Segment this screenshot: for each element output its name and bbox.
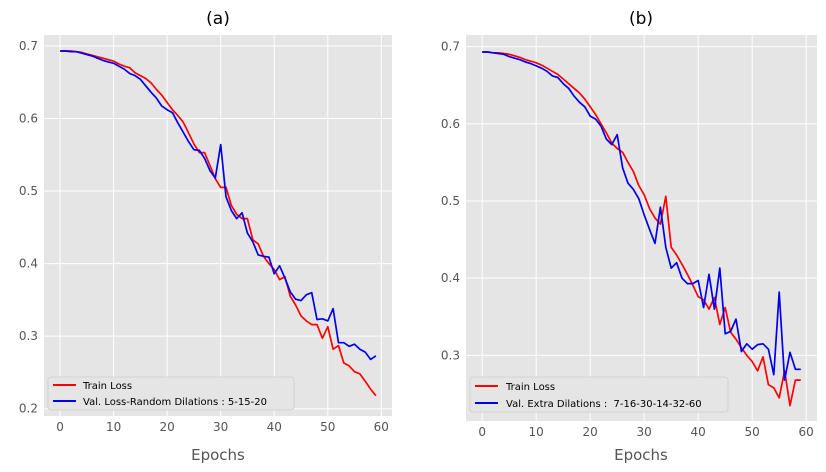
legend-box bbox=[47, 376, 295, 411]
y-tick-label: 0.7 bbox=[441, 40, 460, 54]
legend: Train Loss Val. Extra Dilations : 7-16-3… bbox=[469, 376, 729, 413]
x-tick-label: 60 bbox=[374, 420, 389, 434]
grid bbox=[466, 35, 817, 421]
y-tick-label: 0.7 bbox=[19, 39, 38, 53]
x-tick-label: 40 bbox=[267, 420, 282, 434]
val-loss-line bbox=[60, 50, 377, 361]
plot-area bbox=[44, 35, 392, 416]
x-tick-label: 30 bbox=[637, 425, 652, 439]
y-tick-label: 0.5 bbox=[441, 194, 460, 208]
tick-labels: 0 10 20 30 40 50 60 0.2 0.3 0.4 0.5 0.6 0.7 bbox=[19, 39, 389, 434]
y-tick-label: 0.3 bbox=[19, 329, 38, 343]
x-tick-label: 0 bbox=[478, 425, 486, 439]
x-tick-label: 10 bbox=[106, 420, 121, 434]
chart-panel-b: 0 10 20 30 40 50 600.30.40.50.60.7 (b) Epochs … bbox=[441, 9, 817, 464]
x-tick-label: 20 bbox=[159, 420, 174, 434]
x-tick-label: 10 bbox=[529, 425, 544, 439]
x-tick-label: 50 bbox=[320, 420, 335, 434]
legend-train-label: Train Loss bbox=[82, 381, 132, 392]
chart-title: (b) bbox=[629, 9, 653, 29]
y-tick-label: 0.2 bbox=[19, 402, 38, 416]
legend-box bbox=[469, 376, 729, 413]
x-tick-label: 30 bbox=[213, 420, 228, 434]
y-tick-label: 0.6 bbox=[441, 117, 460, 131]
x-tick-label: 40 bbox=[691, 425, 706, 439]
y-tick-label: 0.4 bbox=[19, 257, 38, 271]
legend-val-label: Val. Loss-Random Dilations : 5-15-20 bbox=[83, 397, 267, 408]
plot-area bbox=[466, 35, 817, 421]
grid bbox=[44, 35, 392, 416]
val-loss-line bbox=[482, 51, 801, 381]
y-tick-label: 0.3 bbox=[441, 348, 460, 362]
train-loss-line bbox=[60, 50, 377, 397]
legend-train-label: Train Loss bbox=[505, 382, 555, 393]
legend: Train Loss Val. Loss-Random Dilations : … bbox=[47, 376, 295, 411]
train-loss-line bbox=[482, 51, 801, 407]
x-tick-label: 0 bbox=[56, 420, 64, 434]
x-tick-label: 20 bbox=[583, 425, 598, 439]
tick-labels: 0 10 20 30 40 50 60 0.3 0.4 0.5 0.6 0.7 bbox=[441, 40, 814, 439]
y-tick-label: 0.4 bbox=[441, 271, 460, 285]
y-tick-label: 0.6 bbox=[19, 111, 38, 125]
x-tick-label: 60 bbox=[799, 425, 814, 439]
chart-panel-a: 0 10 20 30 40 50 60 0.2 0.3 0.4 0.5 0.6 0.7 (a) Epoc… bbox=[19, 9, 392, 464]
x-axis-label: Epochs bbox=[614, 446, 668, 464]
chart-title: (a) bbox=[206, 9, 230, 29]
series-group bbox=[60, 50, 377, 397]
y-tick-label: 0.5 bbox=[19, 184, 38, 198]
legend-val-label: Val. Extra Dilations : 7-16-30-14-32-60 bbox=[506, 399, 702, 410]
x-axis-label: Epochs bbox=[191, 446, 245, 464]
series-group bbox=[482, 51, 801, 407]
x-tick-label: 50 bbox=[745, 425, 760, 439]
